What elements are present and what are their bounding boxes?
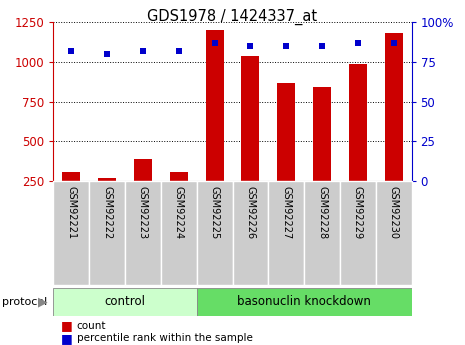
Bar [376,181,412,285]
Bar [125,181,161,285]
Text: basonuclin knockdown: basonuclin knockdown [237,295,371,308]
Bar [197,181,232,285]
Text: protocol: protocol [2,297,47,307]
Bar [53,181,89,285]
Bar [197,288,412,316]
Bar [313,88,331,181]
Text: count: count [77,321,106,331]
Text: GSM92229: GSM92229 [353,186,363,239]
Text: GSM92226: GSM92226 [246,186,255,239]
Bar [349,64,367,181]
Bar [268,181,304,285]
Text: GSM92221: GSM92221 [66,186,76,239]
Bar [241,56,259,181]
Text: GSM92222: GSM92222 [102,186,112,239]
Text: percentile rank within the sample: percentile rank within the sample [77,333,252,343]
Bar [340,181,376,285]
Bar [89,181,125,285]
Text: GSM92230: GSM92230 [389,186,399,239]
Text: GSM92225: GSM92225 [210,186,219,239]
Bar [134,159,152,181]
Bar [232,181,268,285]
Text: GDS1978 / 1424337_at: GDS1978 / 1424337_at [147,9,318,25]
Text: GSM92227: GSM92227 [281,186,291,239]
Text: ▶: ▶ [39,295,48,308]
Bar [304,181,340,285]
Text: control: control [105,295,146,308]
Text: GSM92224: GSM92224 [174,186,184,239]
Bar [385,33,403,181]
Bar [98,178,116,181]
Text: ■: ■ [60,319,72,333]
Bar [53,288,197,316]
Bar [62,171,80,181]
Text: ■: ■ [60,332,72,345]
Text: GSM92223: GSM92223 [138,186,148,239]
Bar [206,30,224,181]
Text: GSM92228: GSM92228 [317,186,327,239]
Bar [277,83,295,181]
Bar [170,172,188,181]
Bar [161,181,197,285]
